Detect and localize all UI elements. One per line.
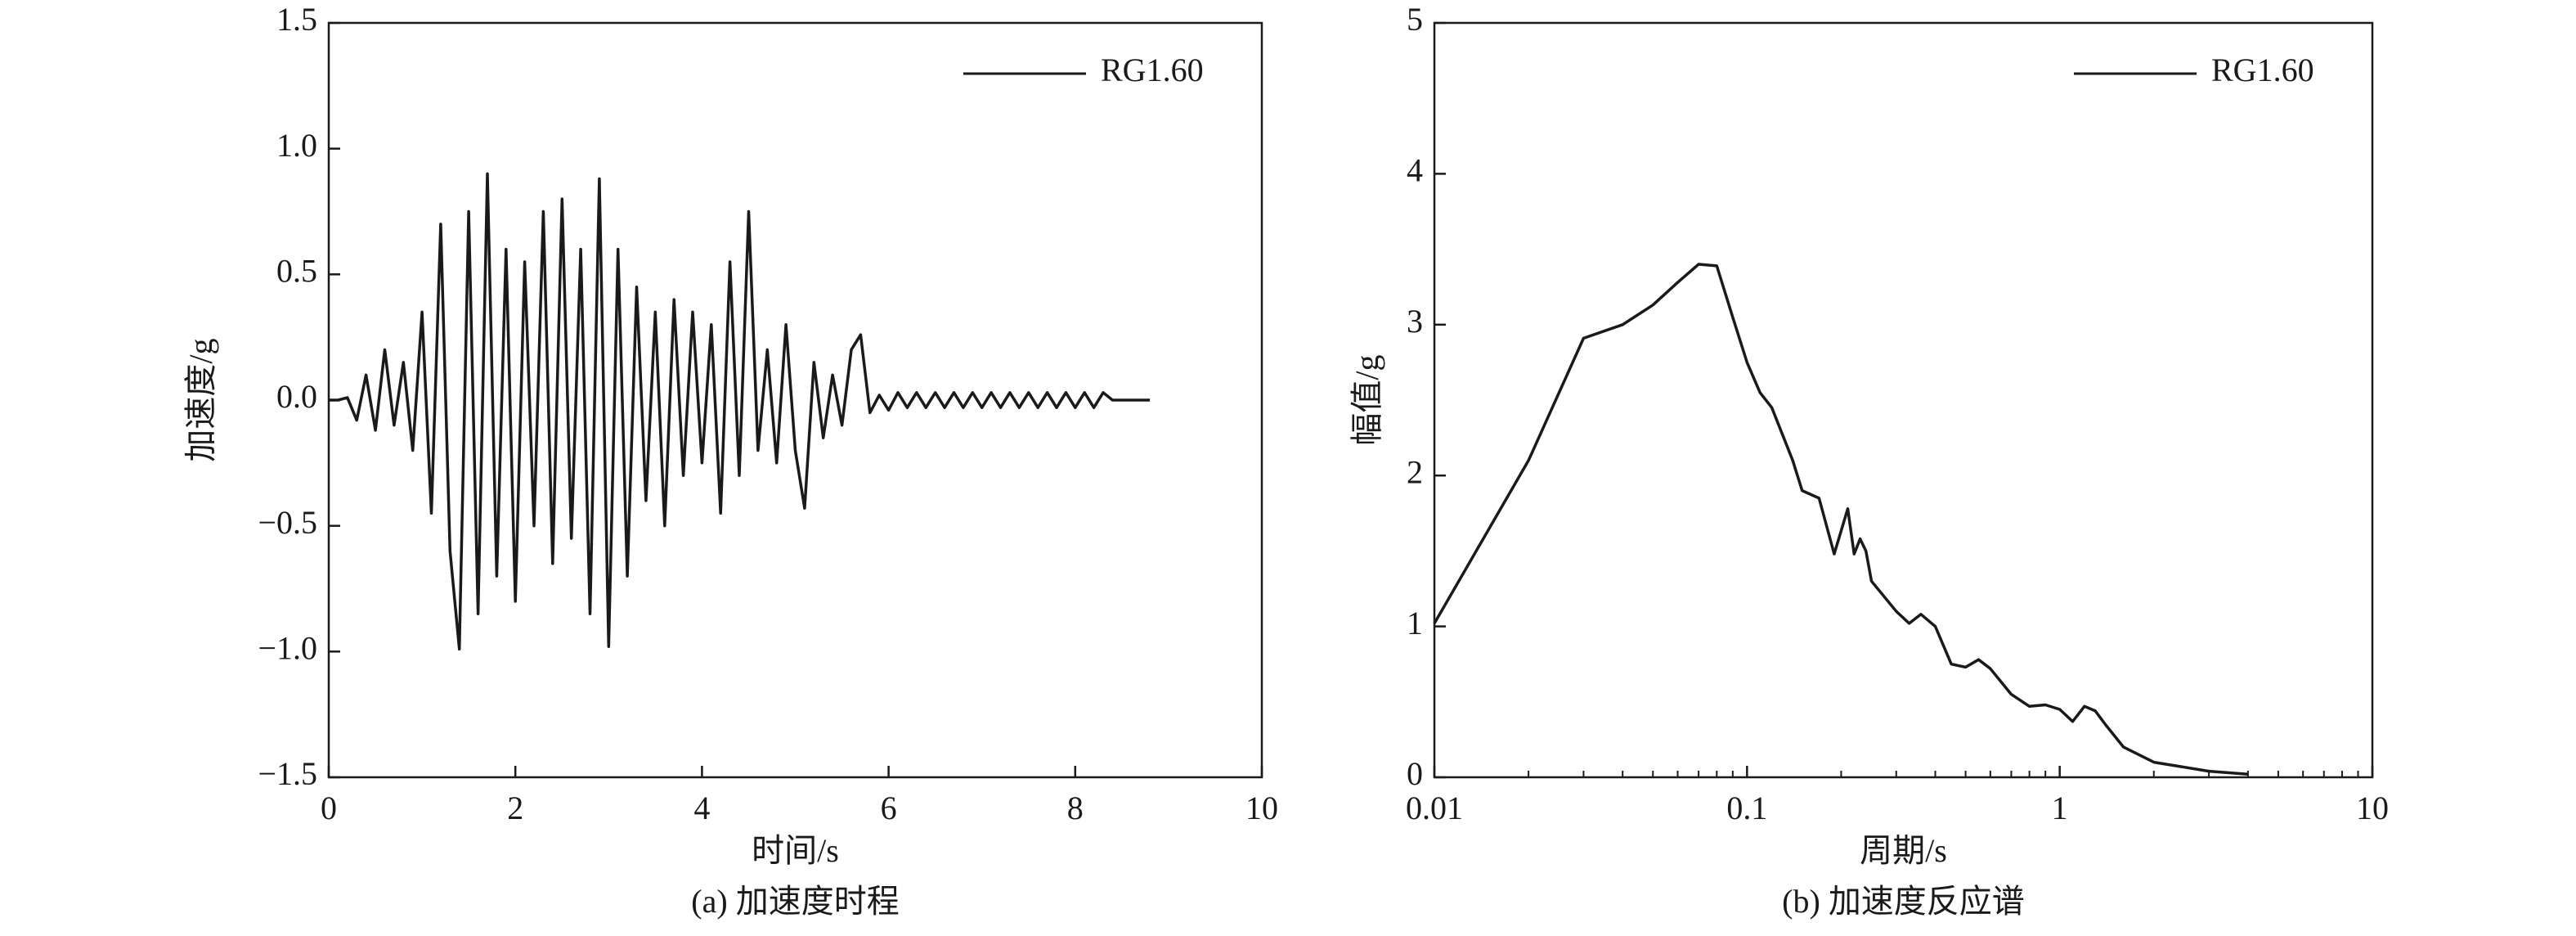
- y-tick-label: −1.0: [258, 630, 317, 667]
- legend-label: RG1.60: [2211, 52, 2314, 88]
- y-tick-label: 1: [1407, 605, 1423, 641]
- x-tick-label: 4: [693, 790, 710, 826]
- x-axis-label: 时间/s: [752, 832, 839, 869]
- y-tick-label: −1.5: [258, 755, 317, 792]
- x-tick-label: 1: [2052, 790, 2068, 826]
- series-line: [1433, 263, 2249, 776]
- plot-frame: [1433, 21, 2374, 779]
- series-line: [329, 172, 1151, 651]
- x-tick-label: 0: [321, 790, 337, 826]
- y-tick-label: 0: [1407, 755, 1423, 792]
- y-tick-label: −0.5: [258, 504, 317, 541]
- x-tick-label: 6: [881, 790, 897, 826]
- caption: (a) 加速度时程: [691, 883, 899, 920]
- y-axis-label: 幅值/g: [1349, 354, 1385, 445]
- x-tick-label: 0.1: [1726, 790, 1767, 826]
- y-tick-label: 4: [1407, 152, 1423, 189]
- y-tick-label: 5: [1407, 1, 1423, 38]
- y-tick-label: 1.5: [276, 1, 317, 38]
- y-tick-label: 1.0: [276, 127, 317, 164]
- y-tick-label: 3: [1407, 303, 1423, 340]
- x-tick-label: 2: [507, 790, 523, 826]
- y-axis-label: 加速度/g: [182, 338, 219, 461]
- x-tick-label: 10: [1245, 790, 1278, 826]
- y-tick-label: 2: [1407, 453, 1423, 490]
- caption: (b) 加速度反应谱: [1782, 883, 2025, 920]
- y-tick-label: 0.5: [276, 253, 317, 290]
- x-tick-label: 10: [2356, 790, 2389, 826]
- y-tick-label: 0.0: [276, 378, 317, 415]
- x-tick-label: 8: [1067, 790, 1084, 826]
- x-tick-label: 0.01: [1406, 790, 1463, 826]
- x-axis-label: 周期/s: [1860, 832, 1947, 869]
- legend-label: RG1.60: [1101, 52, 1204, 88]
